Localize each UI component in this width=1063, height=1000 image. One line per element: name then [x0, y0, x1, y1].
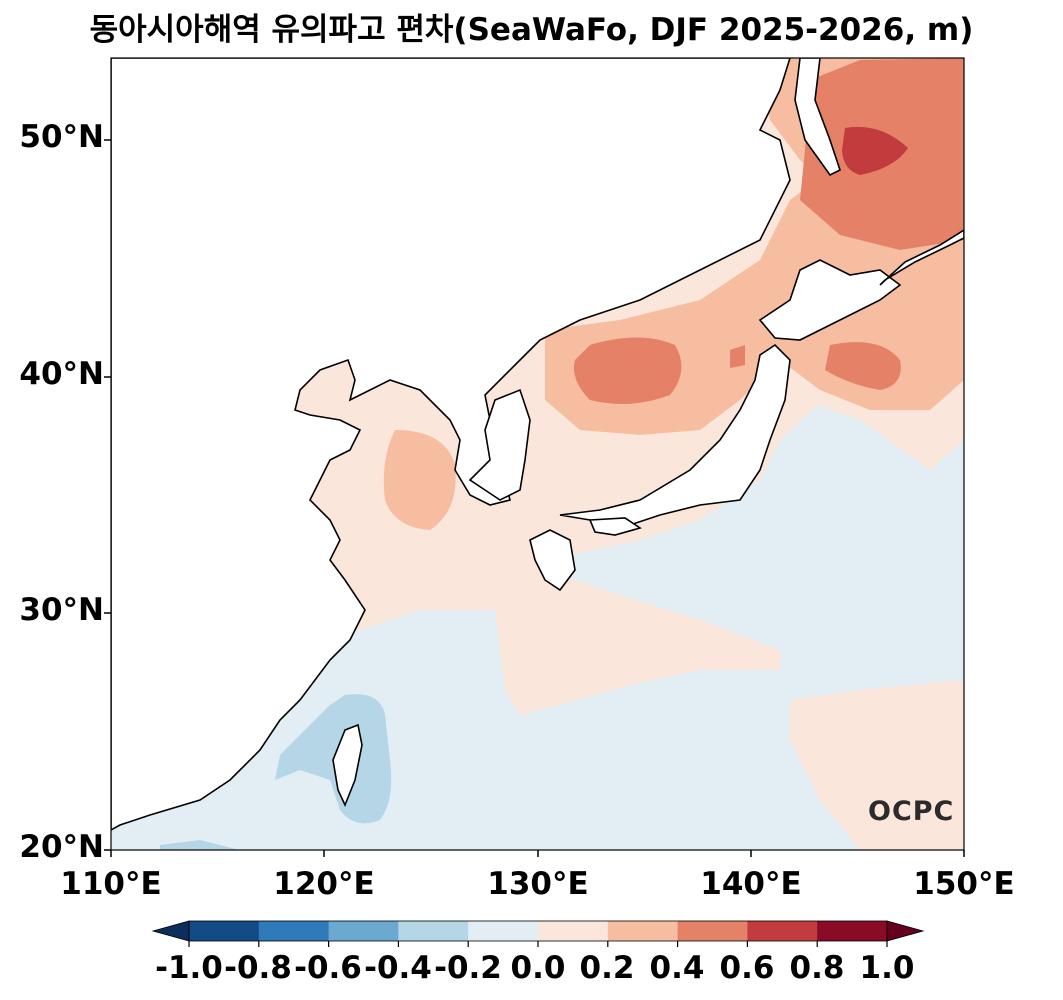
x-tick-label: 150°E: [913, 866, 1015, 902]
colorbar-segment: [189, 921, 260, 941]
land-kyushu: [529, 529, 576, 592]
field-band-0.4-east-sea: [574, 337, 682, 404]
land-taiwan: [332, 723, 363, 808]
colorbar-extend-high: [886, 920, 925, 942]
land-shikoku: [588, 517, 642, 536]
field-band-0.4-small: [730, 345, 745, 368]
land-kamchatka-kurils: [879, 229, 964, 286]
colorbar-segment: [747, 921, 818, 941]
field-band-0.6-okhotsk: [842, 126, 908, 175]
colorbar-extend-low: [151, 920, 190, 942]
x-tick-label: 130°E: [487, 866, 589, 902]
x-tick-label: 120°E: [273, 866, 375, 902]
x-tick-label: 110°E: [60, 866, 162, 902]
land-mainland: [111, 58, 791, 831]
land-hokkaido: [758, 259, 902, 341]
colorbar-segment: [398, 921, 469, 941]
colorbar-tick-label: 0.8: [789, 950, 845, 986]
ocpc-logo: OCPC: [868, 796, 955, 827]
map-title: 동아시아해역 유의파고 편차(SeaWaFo, DJF 2025-2026, m…: [89, 12, 974, 48]
field-band-0.4-sanriku: [825, 342, 901, 390]
x-tick-label: 140°E: [700, 866, 802, 902]
x-tick-marks: [110, 850, 965, 857]
colorbar-tick-label: 0.2: [579, 950, 635, 986]
y-tick-label: 40°N: [19, 356, 104, 392]
colorbar-tick-label: -0.6: [294, 950, 362, 986]
colorbar-segment: [258, 921, 330, 941]
colorbar-tick-label: 0.4: [649, 950, 705, 986]
colorbar-tick-label: -1.0: [155, 950, 223, 986]
colorbar-segment: [677, 921, 748, 941]
colorbar-tick-label: -0.4: [364, 950, 432, 986]
land-sakhalin: [794, 58, 841, 177]
colorbar-segment: [607, 921, 679, 941]
land-korea: [468, 388, 531, 501]
anomaly-field: [111, 58, 964, 850]
colorbar-tick-label: 0.6: [719, 950, 775, 986]
colorbar-segment: [328, 921, 399, 941]
y-tick-marks: [104, 139, 111, 851]
y-tick-label: 50°N: [19, 119, 104, 155]
land-honshu: [559, 343, 791, 526]
colorbar-tick-label: 0.0: [510, 950, 566, 986]
field-band-0.2-yellow-sea: [383, 430, 456, 530]
y-tick-label: 20°N: [19, 829, 104, 865]
colorbar-segment: [817, 921, 888, 941]
colorbar-tick-label: -0.2: [434, 950, 502, 986]
colorbar-segment: [538, 921, 609, 941]
colorbar-segment: [468, 921, 539, 941]
colorbar-tick-label: -0.8: [224, 950, 292, 986]
colorbar: [151, 920, 925, 947]
y-tick-label: 30°N: [19, 592, 104, 628]
field-band-0.0-se: [790, 680, 964, 850]
colorbar-tick-label: 1.0: [859, 950, 915, 986]
field-band-neg-0.4-sw: [160, 840, 240, 850]
